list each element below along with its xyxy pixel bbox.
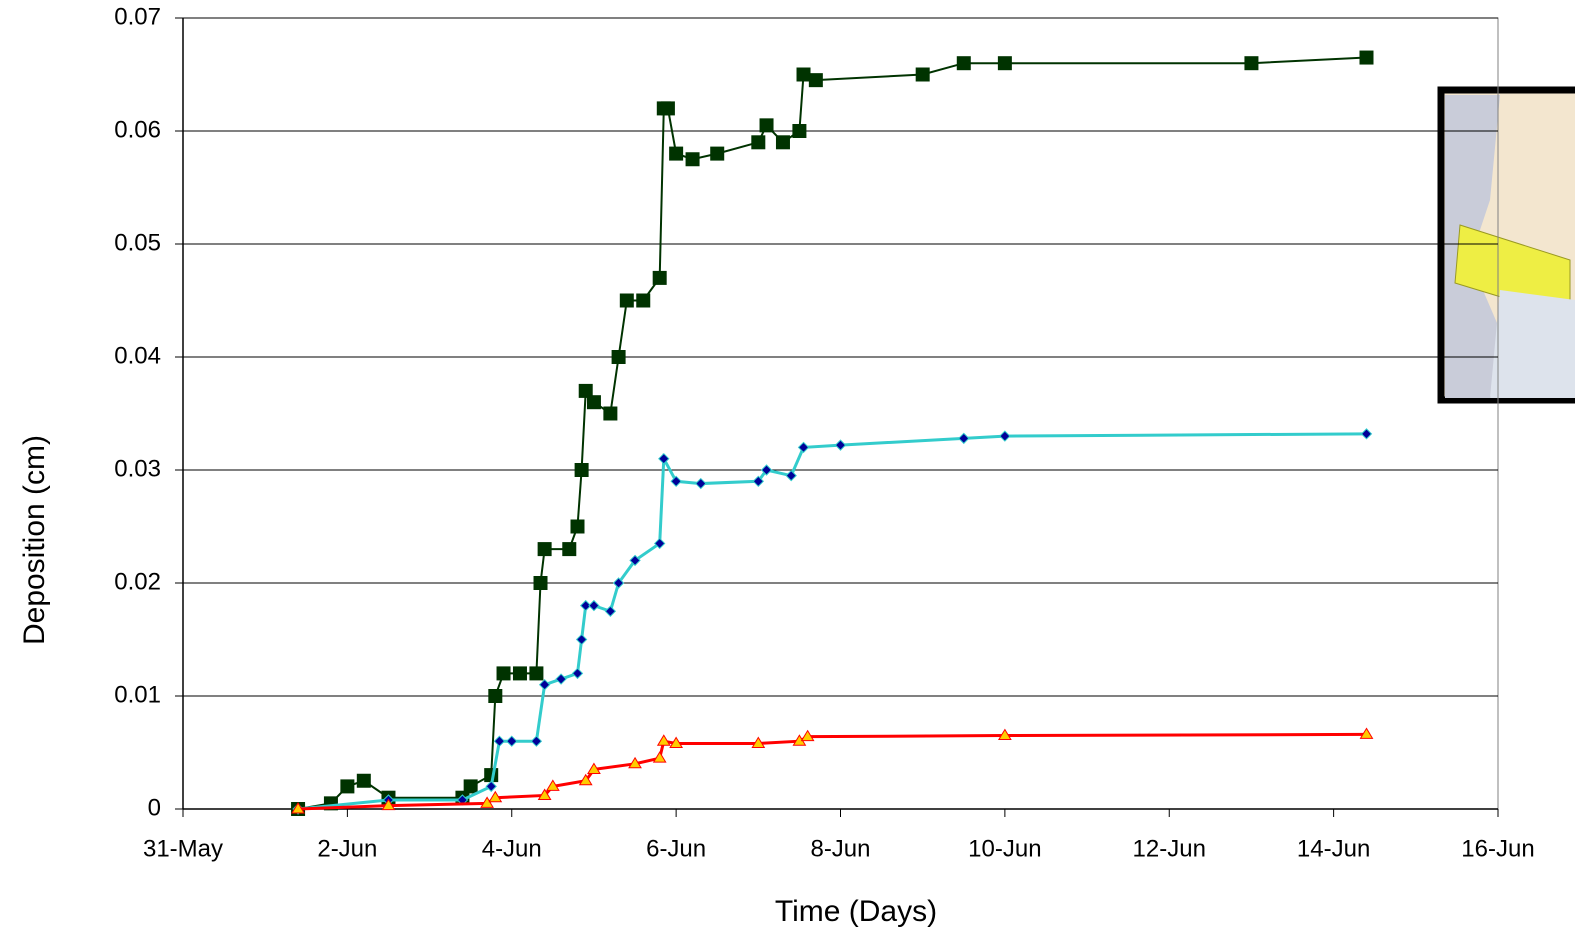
x-tick-label: 6-Jun — [646, 835, 706, 862]
marker — [1000, 431, 1010, 441]
marker — [571, 520, 585, 534]
marker — [957, 56, 971, 70]
marker — [620, 294, 634, 308]
marker — [507, 736, 517, 746]
marker — [340, 779, 354, 793]
y-tick-label: 0 — [148, 794, 161, 821]
x-tick-label: 31-May — [143, 835, 223, 862]
marker — [531, 736, 541, 746]
marker — [799, 442, 809, 452]
plot-border — [183, 18, 1498, 809]
marker — [556, 674, 566, 684]
marker — [654, 752, 666, 762]
marker — [653, 271, 667, 285]
y-tick-label: 0.06 — [114, 116, 161, 143]
marker — [605, 606, 615, 616]
y-tick-label: 0.02 — [114, 568, 161, 595]
marker — [357, 774, 371, 788]
marker — [809, 73, 823, 87]
marker — [792, 124, 806, 138]
marker — [589, 601, 599, 611]
marker — [486, 781, 496, 791]
marker — [577, 635, 587, 645]
marker — [710, 147, 724, 161]
marker — [686, 152, 700, 166]
chart: Deposition (cm) Time (Days) 0 0.01 0.02 0.0… — [0, 0, 1575, 937]
marker — [797, 68, 811, 82]
marker — [603, 407, 617, 421]
x-tick-label: 16-Jun — [1461, 835, 1534, 862]
x-tick-label: 2-Jun — [317, 835, 377, 862]
marker — [513, 666, 527, 680]
y-tick-label: 0.01 — [114, 681, 161, 708]
map-inset — [1441, 90, 1575, 400]
marker — [786, 471, 796, 481]
marker — [1360, 51, 1374, 65]
marker — [669, 147, 683, 161]
x-tick-label: 10-Jun — [968, 835, 1041, 862]
marker — [836, 440, 846, 450]
y-tick-label: 0.03 — [114, 455, 161, 482]
marker — [916, 68, 930, 82]
marker — [534, 576, 548, 590]
marker — [636, 294, 650, 308]
marker — [696, 479, 706, 489]
marker — [540, 680, 550, 690]
marker — [661, 101, 675, 115]
marker — [998, 56, 1012, 70]
y-axis-title: Deposition (cm) — [18, 435, 51, 645]
marker — [494, 736, 504, 746]
marker — [497, 666, 511, 680]
marker — [1362, 429, 1372, 439]
marker — [776, 135, 790, 149]
marker — [1244, 56, 1258, 70]
y-tick-label: 0.07 — [114, 3, 161, 30]
marker — [612, 350, 626, 364]
x-tick-label: 8-Jun — [810, 835, 870, 862]
marker — [464, 779, 478, 793]
series-line — [298, 434, 1366, 809]
x-tick-label: 12-Jun — [1133, 835, 1206, 862]
marker — [573, 668, 583, 678]
marker — [751, 135, 765, 149]
x-tick-label: 4-Jun — [482, 835, 542, 862]
marker — [529, 666, 543, 680]
marker — [658, 735, 670, 745]
x-axis-title: Time (Days) — [775, 895, 937, 928]
marker — [587, 395, 601, 409]
marker — [760, 118, 774, 132]
marker — [575, 463, 589, 477]
marker — [538, 542, 552, 556]
x-tick-label: 14-Jun — [1297, 835, 1370, 862]
marker — [562, 542, 576, 556]
marker — [959, 433, 969, 443]
y-tick-label: 0.04 — [114, 342, 161, 369]
marker — [488, 689, 502, 703]
y-tick-label: 0.05 — [114, 229, 161, 256]
